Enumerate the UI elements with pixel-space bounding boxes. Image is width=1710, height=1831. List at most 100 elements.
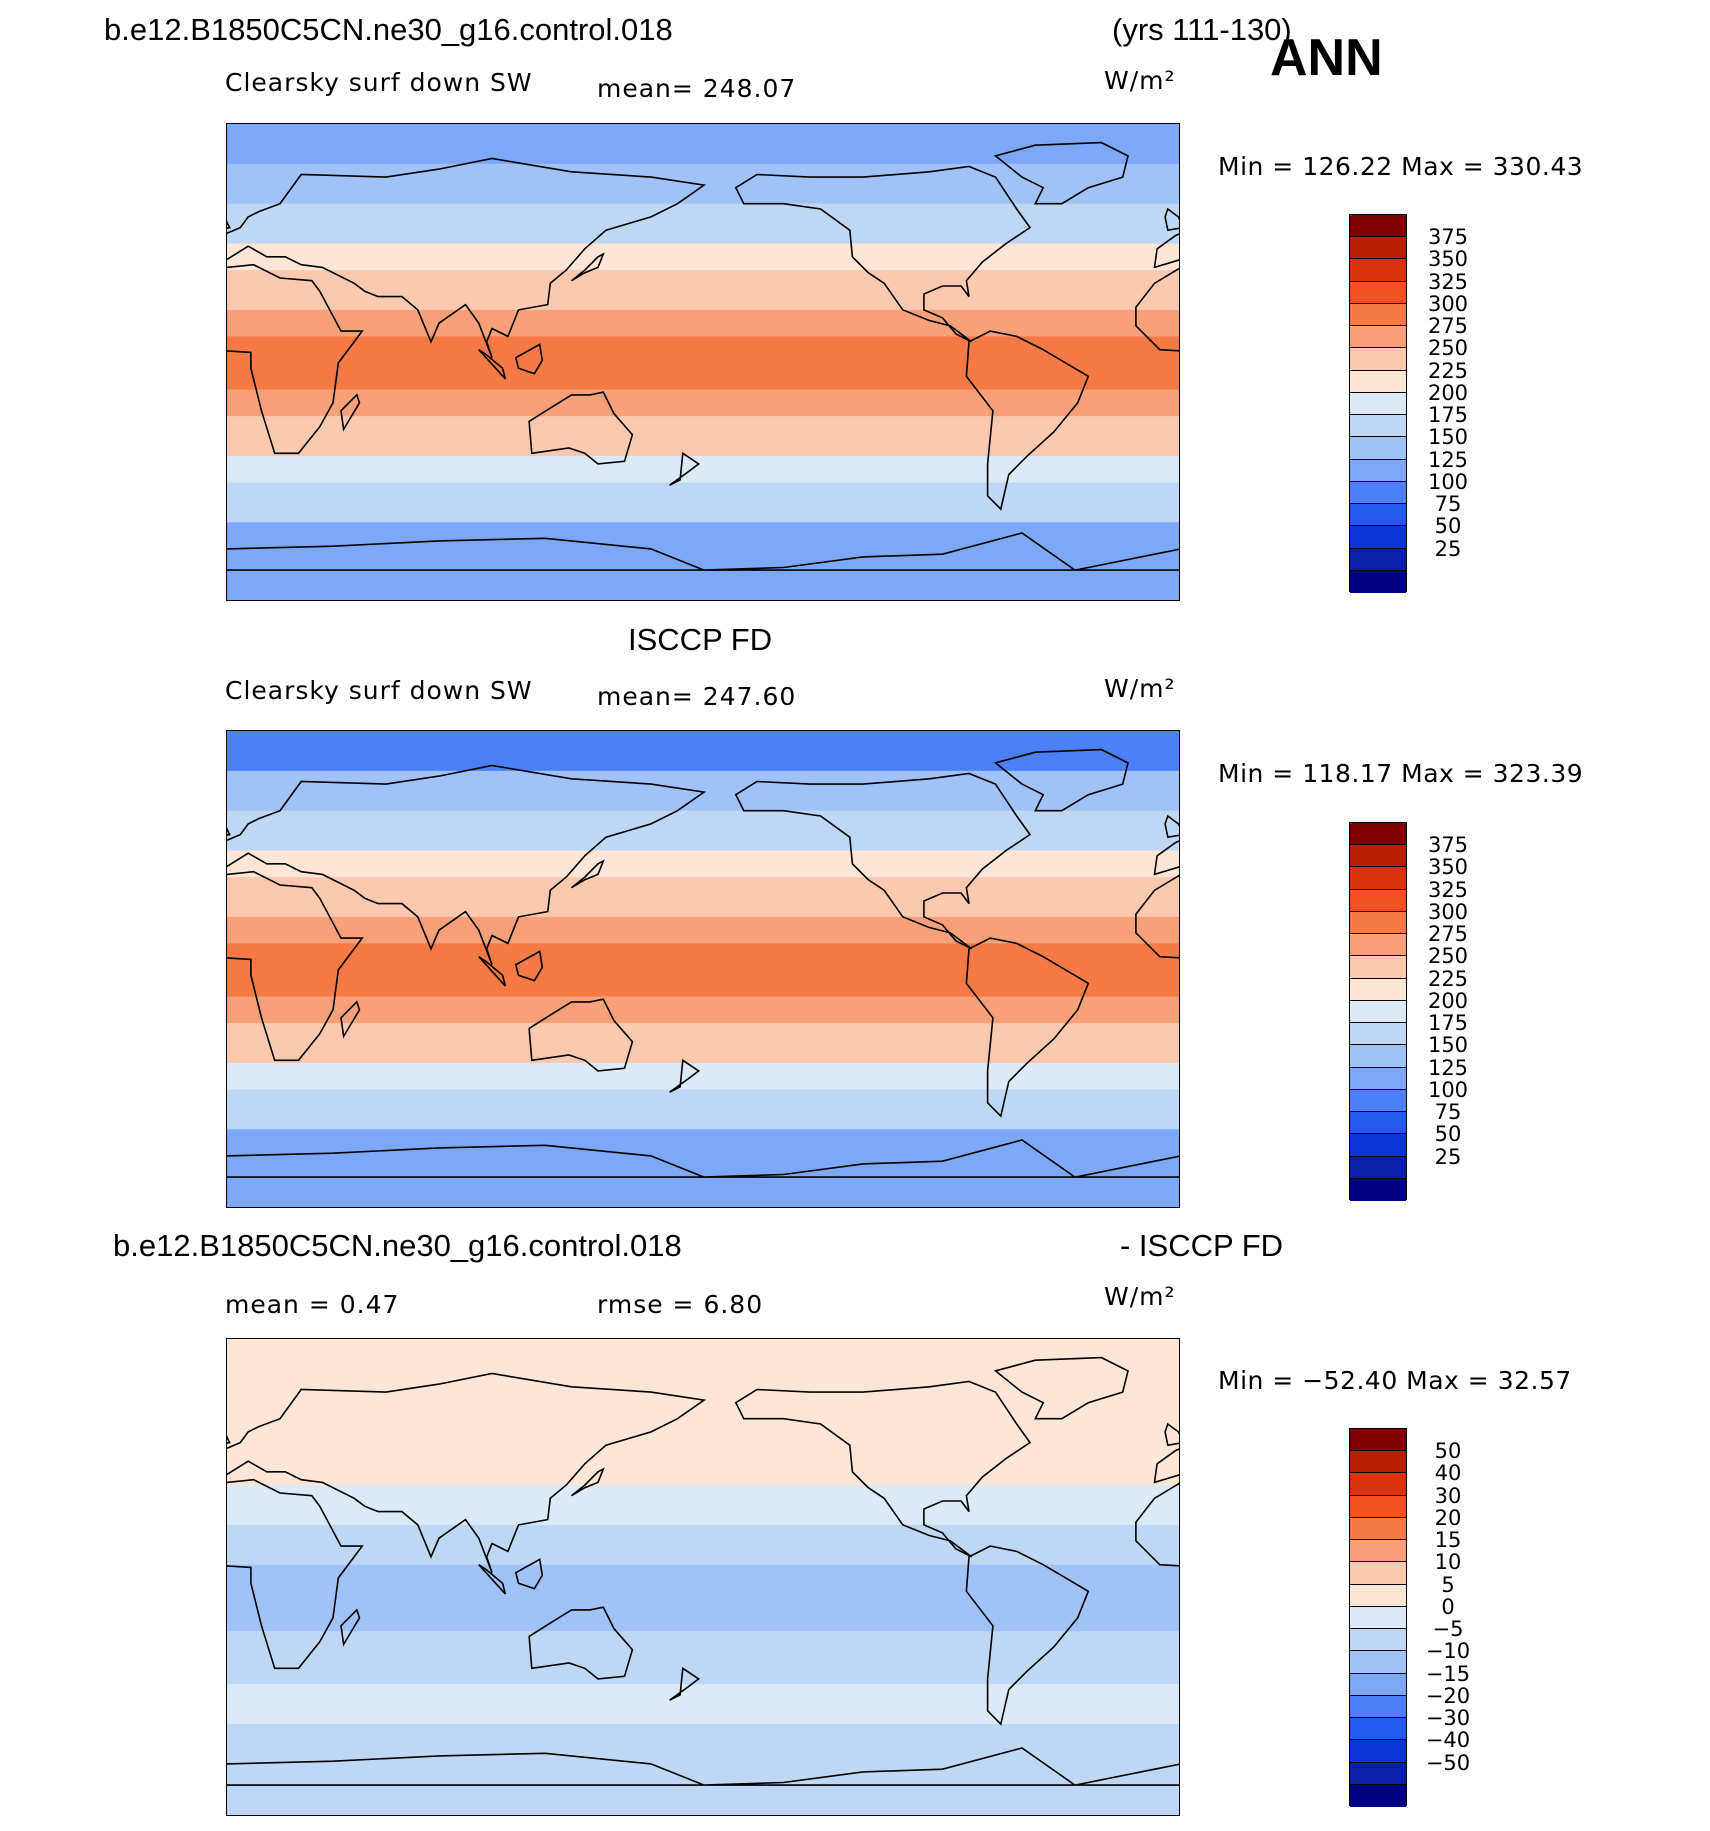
coastline bbox=[514, 343, 544, 375]
colorbar-tick-label: 225 bbox=[1427, 358, 1469, 383]
colorbar-swatch bbox=[1350, 548, 1406, 571]
latitude-band bbox=[227, 1485, 1179, 1526]
latitude-band bbox=[227, 455, 1179, 483]
coastline bbox=[669, 1058, 701, 1093]
colorbar-tick-label: 5 bbox=[1441, 1572, 1455, 1597]
latitude-band bbox=[227, 850, 1179, 878]
colorbar-swatch bbox=[1350, 889, 1406, 912]
colorbar-tick-label: −10 bbox=[1425, 1639, 1471, 1664]
latitude-band bbox=[227, 336, 1179, 391]
coastline bbox=[703, 532, 1179, 571]
coastline bbox=[1164, 207, 1179, 232]
colorbar-swatch bbox=[1350, 823, 1406, 846]
map-diff bbox=[226, 1338, 1180, 1816]
mean-label: mean= 247.60 bbox=[597, 682, 797, 711]
colorbar-tick-label: 375 bbox=[1427, 225, 1469, 250]
colorbar-swatch bbox=[1350, 956, 1406, 979]
colorbar-swatch bbox=[1350, 1451, 1406, 1474]
latitude-band bbox=[227, 309, 1179, 337]
colorbar-swatch bbox=[1350, 1629, 1406, 1652]
panel-title-right: - ISCCP FD bbox=[1120, 1228, 1284, 1263]
colorbar-swatch bbox=[1350, 1178, 1406, 1201]
colorbar-tick-label: 375 bbox=[1427, 833, 1469, 858]
colorbar-swatch bbox=[1350, 437, 1406, 460]
colorbar-tick-label: 250 bbox=[1427, 944, 1469, 969]
latitude-band bbox=[227, 203, 1179, 244]
latitude-band bbox=[227, 482, 1179, 523]
map-model-svg bbox=[227, 124, 1179, 600]
colorbar-swatch bbox=[1350, 1089, 1406, 1113]
coastline bbox=[478, 1564, 507, 1595]
colorbar-tick-label: 20 bbox=[1434, 1505, 1462, 1530]
latitude-band bbox=[227, 770, 1179, 812]
colorbar-swatch bbox=[1350, 1473, 1406, 1496]
colorbar-swatch bbox=[1350, 415, 1406, 438]
colorbar-tick-label: 50 bbox=[1434, 1439, 1462, 1464]
coastline bbox=[993, 748, 1129, 812]
panel-title-left: b.e12.B1850C5CN.ne30_g16.control.018 bbox=[113, 1228, 682, 1263]
latitude-band bbox=[227, 124, 1179, 165]
colorbar-swatch bbox=[1350, 215, 1406, 238]
colorbar-swatch bbox=[1350, 1740, 1406, 1763]
colorbar-swatch bbox=[1350, 1112, 1406, 1135]
coastline bbox=[1164, 1422, 1179, 1447]
colorbar-swatch bbox=[1350, 504, 1406, 527]
colorbar-swatch bbox=[1350, 845, 1406, 868]
coastline bbox=[227, 1372, 707, 1573]
colorbar-tick-label: 100 bbox=[1427, 469, 1469, 494]
coastline bbox=[478, 956, 507, 987]
mean-label: mean= 248.07 bbox=[597, 74, 797, 103]
coastline bbox=[528, 391, 634, 465]
colorbar-tick-label: 300 bbox=[1427, 899, 1469, 924]
units-label: W/m² bbox=[1104, 674, 1176, 703]
colorbar-tick-label: 300 bbox=[1427, 291, 1469, 316]
colorbar-tick-label: 125 bbox=[1427, 447, 1469, 472]
latitude-band bbox=[227, 877, 1179, 918]
colorbar-obs bbox=[1349, 822, 1407, 1201]
map-model bbox=[226, 123, 1180, 601]
colorbar-swatch bbox=[1350, 281, 1406, 304]
coastline bbox=[993, 141, 1129, 205]
colorbar-tick-label: 200 bbox=[1427, 988, 1469, 1013]
coastline bbox=[571, 859, 605, 889]
colorbar-swatch bbox=[1350, 867, 1406, 890]
latitude-band bbox=[227, 1023, 1179, 1064]
coastline bbox=[340, 1000, 361, 1039]
colorbar-tick-label: 275 bbox=[1427, 314, 1469, 339]
latitude-band bbox=[227, 1418, 1179, 1486]
coastline bbox=[703, 1139, 1179, 1178]
variable-label: Clearsky surf down SW bbox=[225, 676, 533, 705]
colorbar-swatch bbox=[1350, 303, 1406, 327]
latitude-band bbox=[227, 810, 1179, 851]
colorbar-swatch bbox=[1350, 1762, 1406, 1785]
season-label: ANN bbox=[1270, 29, 1383, 87]
colorbar-tick-label: 350 bbox=[1427, 247, 1469, 272]
panel-title: ISCCP FD bbox=[628, 622, 773, 657]
latitude-band bbox=[227, 163, 1179, 205]
coastline bbox=[227, 157, 707, 358]
colorbar-tick-label: −20 bbox=[1425, 1683, 1471, 1708]
coastline bbox=[340, 1608, 361, 1647]
coastline bbox=[227, 537, 705, 571]
coastline bbox=[514, 950, 544, 982]
colorbar-swatch bbox=[1350, 1540, 1406, 1563]
coastline bbox=[703, 1747, 1179, 1786]
colorbar-tick-label: 25 bbox=[1434, 1144, 1462, 1169]
coastline bbox=[227, 1478, 364, 1670]
colorbar-swatch bbox=[1350, 1718, 1406, 1741]
colorbar-tick-label: 25 bbox=[1434, 536, 1462, 561]
case-name: b.e12.B1850C5CN.ne30_g16.control.018 bbox=[104, 12, 673, 47]
colorbar-tick-label: 200 bbox=[1427, 380, 1469, 405]
colorbar-tick-label: 325 bbox=[1427, 877, 1469, 902]
coastline bbox=[227, 870, 364, 1062]
coastline bbox=[965, 330, 1090, 511]
colorbar-swatch bbox=[1350, 1584, 1406, 1607]
colorbar-swatch bbox=[1350, 1134, 1406, 1157]
colorbar-tick-label: 40 bbox=[1434, 1461, 1462, 1486]
colorbar-swatch bbox=[1350, 1067, 1406, 1090]
coastline bbox=[227, 1752, 705, 1786]
colorbar-swatch bbox=[1350, 1695, 1406, 1719]
colorbar-swatch bbox=[1350, 1651, 1406, 1674]
coastline bbox=[478, 349, 507, 380]
latitude-band bbox=[227, 916, 1179, 944]
